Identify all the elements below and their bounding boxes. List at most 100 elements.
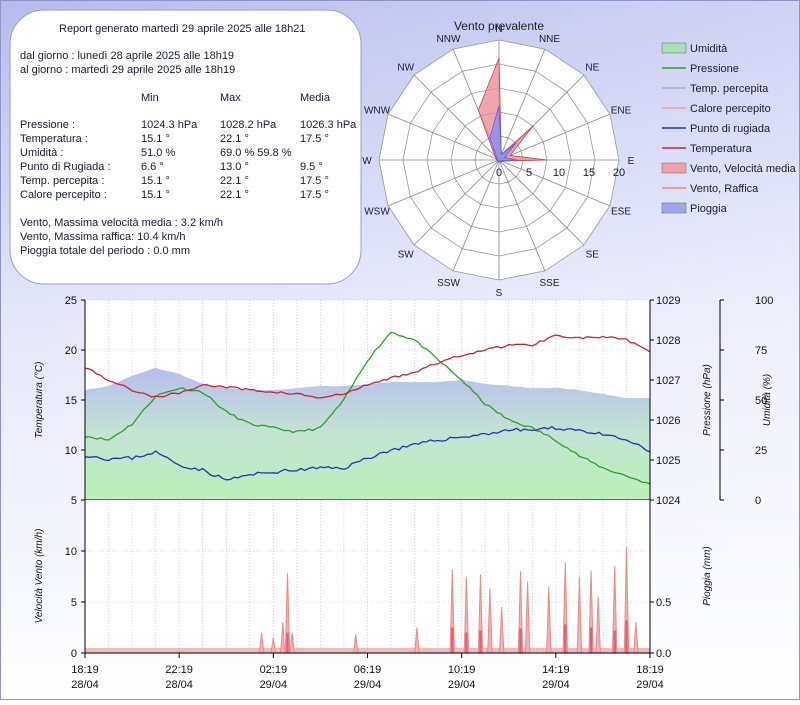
rose-spoke: [413, 74, 500, 161]
rain-axis-title: Pioggia (mm): [702, 546, 713, 605]
legend: Umidità Pressione Temp. percepita Calore pe…: [661, 42, 797, 215]
wind-avg-bar: [625, 620, 628, 653]
row-feels-min: 15.1 °: [141, 175, 170, 187]
time-tick-label: 22:19: [165, 664, 193, 676]
rose-radial-tick: 20: [613, 167, 625, 179]
date-tick-label: 29/04: [260, 679, 288, 691]
header-min: Min: [141, 92, 159, 104]
row-heat-min: 15.1 °: [141, 189, 170, 201]
time-tick-label: 06:19: [354, 664, 382, 676]
rose-direction-label: ESE: [611, 207, 631, 218]
legend-label: Pressione: [690, 63, 739, 75]
row-feels-label: Temp. percepita :: [20, 175, 104, 187]
row-hum-max: 69.0 % 59.8 %: [220, 147, 292, 159]
row-feels-avg: 17.5 °: [300, 175, 329, 187]
rose-direction-label: N: [495, 24, 502, 35]
wind-max-avg: Vento, Massima velocità media : 3.2 km/h: [20, 217, 223, 229]
pressure-tick-label: 1026: [656, 415, 680, 427]
time-tick-label: 18:19: [636, 664, 664, 676]
row-temp-min: 15.1 °: [141, 133, 170, 145]
pressure-line: [84, 331, 651, 485]
wind-avg-bar: [286, 632, 289, 653]
wind-avg-bar: [479, 630, 482, 653]
row-heat-label: Calore percepito :: [20, 189, 107, 201]
rose-spoke: [498, 159, 546, 272]
rain-total: Pioggia totale del periodo : 0.0 mm: [20, 245, 190, 257]
rain-tick-label: 0.0: [656, 648, 671, 660]
time-tick-label: 18:19: [71, 664, 99, 676]
rose-spoke: [498, 48, 546, 161]
legend-swatch: [661, 162, 687, 174]
wind-baseline-band: [85, 648, 650, 653]
report-from: dal giorno : lunedì 28 aprile 2025 alle …: [20, 50, 234, 62]
legend-swatch: [661, 202, 687, 214]
date-tick-label: 29/04: [448, 679, 476, 691]
legend-label: Umidità: [690, 43, 728, 55]
rose-spoke: [498, 159, 611, 207]
rose-spoke: [387, 159, 500, 207]
rose-direction-label: ENE: [611, 106, 632, 117]
legend-label: Punto di rugiada: [690, 123, 771, 135]
wind-rain-chart: 0 5 10 0.0 0.5 Velocità Vento (km/h) Pioggia (…: [34, 500, 713, 660]
row-hum-label: Umidità :: [20, 147, 63, 159]
date-tick-label: 29/04: [542, 679, 570, 691]
row-temp-max: 22.1 °: [220, 133, 249, 145]
rose-spoke: [498, 159, 585, 246]
date-tick-label: 28/04: [165, 679, 193, 691]
row-heat-avg: 17.5 °: [300, 189, 329, 201]
temp-tick-label: 10: [65, 445, 77, 457]
wind-avg-bar: [589, 627, 593, 653]
rose-series-rain: [489, 105, 518, 162]
row-temp-label: Temperatura :: [20, 133, 88, 145]
rose-radial-tick: 5: [526, 167, 532, 179]
humidity-axis-title: Umidità (%): [762, 374, 773, 426]
wind-chart-grid: [84, 500, 651, 653]
wind-avg-bar: [564, 624, 567, 653]
temp-axis-title: Temperatura (°C): [34, 362, 45, 439]
humidity-area: [85, 367, 650, 500]
weather-line-chart: 5 10 15 20 25 1024 1025 1026 1027 1028 1029 0 25 50 75…: [34, 295, 773, 507]
legend-label: Pioggia: [690, 203, 728, 215]
humidity-tick-label: 50: [755, 395, 767, 407]
wind-rose-series: [477, 57, 548, 163]
wind-max-gust: Vento, Massima raffica: 10.4 km/h: [20, 231, 185, 243]
pressure-tick-label: 1025: [656, 455, 680, 467]
rain-tick-label: 0.5: [656, 597, 671, 609]
legend-label: Temperatura: [690, 143, 753, 155]
time-tick-label: 14:19: [542, 664, 570, 676]
date-tick-label: 29/04: [636, 679, 664, 691]
rose-direction-label: WSW: [364, 207, 390, 218]
wind-tick-label: 5: [71, 597, 77, 609]
report-summary-box: Report generato martedì 29 aprile 2025 a…: [9, 9, 362, 285]
wind-tick-label: 0: [71, 648, 77, 660]
row-pressure-avg: 1026.3 hPa: [300, 119, 357, 131]
rose-direction-label: SW: [398, 249, 415, 260]
row-dew-avg: 9.5 °: [300, 161, 323, 173]
report-to: al giorno : martedì 29 aprile 2025 alle …: [20, 64, 235, 76]
temp-tick-label: 25: [65, 295, 77, 307]
header-max: Max: [220, 92, 241, 104]
time-tick-label: 10:19: [448, 664, 476, 676]
report-title: Report generato martedì 29 aprile 2025 a…: [59, 23, 305, 35]
line-chart-axes: 5 10 15 20 25 1024 1025 1026 1027 1028 1029 0 25 50 75…: [34, 295, 773, 507]
dew-point-line: [84, 425, 651, 481]
wind-axis-title: Velocità Vento (km/h): [34, 529, 45, 624]
wind-avg-bar: [519, 628, 522, 653]
legend-label: Vento, Raffica: [690, 183, 759, 195]
time-tick-label: 02:19: [260, 664, 288, 676]
line-chart-series: [84, 331, 651, 500]
rose-direction-label: W: [362, 156, 372, 167]
humidity-tick-label: 100: [755, 295, 773, 307]
row-heat-max: 22.1 °: [220, 189, 249, 201]
legend-swatch: [661, 42, 687, 54]
row-pressure-min: 1024.3 hPa: [141, 119, 198, 131]
humidity-tick-label: 0: [755, 495, 761, 507]
rose-direction-label: NW: [397, 63, 414, 74]
header-media: Media: [300, 92, 331, 104]
summary-panel: [9, 9, 362, 285]
time-axis: 18:19 28/04 22:19 28/04 02:19 29/04 06:19 29/04…: [71, 653, 664, 691]
rose-radial-tick: 0: [496, 167, 502, 179]
wind-avg-bar: [451, 627, 454, 653]
